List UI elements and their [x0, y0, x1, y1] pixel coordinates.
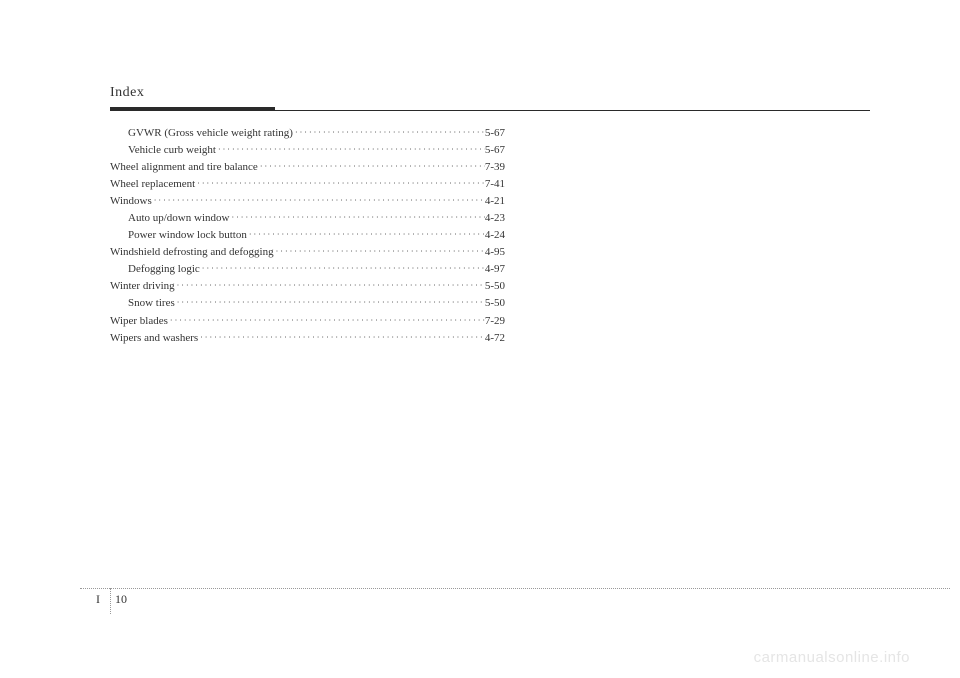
index-entry-label: Wipers and washers — [110, 330, 198, 347]
footer-section-letter: I — [96, 592, 100, 607]
index-entry: Wheel alignment and tire balance 7-39 — [110, 159, 505, 176]
index-entry-page: 4-23 — [485, 210, 505, 227]
index-leader-dots — [200, 263, 485, 275]
index-entry: Snow tires 5-50 — [110, 295, 505, 312]
index-leader-dots — [175, 297, 485, 309]
index-entry: Winter driving 5-50 — [110, 278, 505, 295]
index-entry: Auto up/down window 4-23 — [110, 210, 505, 227]
index-entry-page: 4-72 — [485, 330, 505, 347]
index-entry-label: Windows — [110, 193, 152, 210]
index-entry-page: 5-50 — [485, 278, 505, 295]
index-entry: GVWR (Gross vehicle weight rating) 5-67 — [110, 125, 505, 142]
index-leader-dots — [247, 229, 485, 241]
index-entry: Vehicle curb weight 5-67 — [110, 142, 505, 159]
index-entry-label: Wheel alignment and tire balance — [110, 159, 258, 176]
index-leader-dots — [175, 280, 485, 292]
index-entry: Windshield defrosting and defogging 4-95 — [110, 244, 505, 261]
index-entry-page: 4-95 — [485, 244, 505, 261]
index-entry-page: 4-24 — [485, 227, 505, 244]
footer-dashed-line — [80, 588, 950, 589]
index-entry-page: 4-21 — [485, 193, 505, 210]
index-leader-dots — [229, 212, 484, 224]
index-entry-page: 7-29 — [485, 313, 505, 330]
index-entry-label: Power window lock button — [128, 227, 247, 244]
index-leader-dots — [258, 161, 485, 173]
index-entry-label: Wheel replacement — [110, 176, 195, 193]
header-rule-thin — [110, 110, 870, 111]
index-entry-label: Auto up/down window — [128, 210, 229, 227]
index-entry: Windows 4-21 — [110, 193, 505, 210]
index-leader-dots — [152, 195, 485, 207]
index-entry-page: 7-41 — [485, 176, 505, 193]
index-entry-page: 5-67 — [485, 125, 505, 142]
index-leader-dots — [274, 246, 485, 258]
index-entry-label: Vehicle curb weight — [128, 142, 216, 159]
page-footer: I 10 — [0, 588, 960, 618]
footer-page-number: 10 — [115, 592, 127, 607]
index-entry: Wipers and washers 4-72 — [110, 330, 505, 347]
index-entry: Wiper blades 7-29 — [110, 313, 505, 330]
index-list: GVWR (Gross vehicle weight rating)5-67Ve… — [110, 125, 505, 347]
index-entry-page: 5-50 — [485, 295, 505, 312]
index-entry-label: Wiper blades — [110, 313, 168, 330]
index-entry-page: 7-39 — [485, 159, 505, 176]
index-leader-dots — [216, 144, 485, 156]
index-entry-page: 4-97 — [485, 261, 505, 278]
index-entry: Wheel replacement 7-41 — [110, 176, 505, 193]
watermark-text: carmanualsonline.info — [754, 649, 910, 666]
footer-vertical-line — [110, 588, 111, 614]
index-entry-label: GVWR (Gross vehicle weight rating) — [128, 125, 293, 142]
index-entry-label: Snow tires — [128, 295, 175, 312]
index-leader-dots — [195, 178, 485, 190]
index-entry-label: Winter driving — [110, 278, 175, 295]
index-leader-dots — [293, 127, 485, 139]
index-entry-page: 5-67 — [485, 142, 505, 159]
index-entry: Power window lock button 4-24 — [110, 227, 505, 244]
index-entry: Defogging logic 4-97 — [110, 261, 505, 278]
index-leader-dots — [198, 332, 485, 344]
index-entry-label: Defogging logic — [128, 261, 200, 278]
index-leader-dots — [168, 315, 485, 327]
index-entry-label: Windshield defrosting and defogging — [110, 244, 274, 261]
page-header-title: Index — [110, 85, 870, 101]
